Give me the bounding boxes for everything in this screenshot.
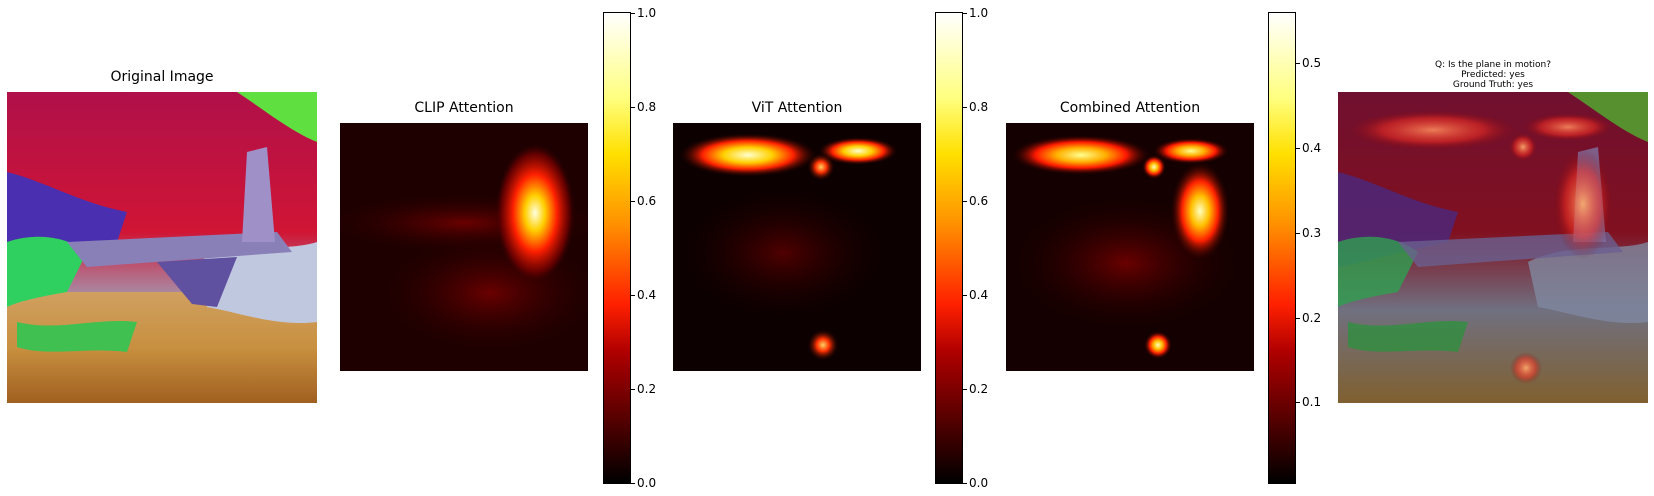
combined-attention-title: Combined Attention [1059, 100, 1201, 116]
clip-attention-title: CLIP Attention [414, 100, 514, 116]
original-image [7, 92, 317, 403]
combined-colorbar-tick-3: 0.4 [1302, 141, 1322, 155]
clip-colorbar-tick-1: 0.2 [637, 382, 657, 396]
overlay-predicted: Predicted: yes [1461, 70, 1525, 80]
clip-colorbar-tick-2: 0.4 [637, 288, 657, 302]
combined-colorbar-gradient [1268, 12, 1296, 484]
vit-colorbar-gradient [935, 12, 963, 484]
combined-attention-heatmap [1006, 123, 1254, 371]
clip-colorbar-gradient [603, 12, 631, 484]
vit-colorbar-tick-4: 0.8 [969, 100, 989, 114]
vit-attention-heatmap [673, 123, 921, 371]
vit-colorbar-tick-3: 0.6 [969, 194, 989, 208]
combined-colorbar-tick-2: 0.3 [1302, 226, 1322, 240]
overlay-ground-truth: Ground Truth: yes [1452, 80, 1534, 90]
clip-colorbar-tick-5: 1.0 [637, 6, 657, 20]
combined-colorbar-tick-4: 0.5 [1302, 56, 1322, 70]
clip-colorbar-tick-0: 0.0 [637, 476, 657, 490]
clip-colorbar-tick-3: 0.6 [637, 194, 657, 208]
combined-colorbar-tick-1: 0.2 [1302, 311, 1322, 325]
vit-colorbar-tick-2: 0.4 [969, 288, 989, 302]
vit-colorbar-tick-5: 1.0 [969, 6, 989, 20]
combined-colorbar-tick-0: 0.1 [1302, 395, 1322, 409]
overlay-image [1338, 92, 1648, 403]
vit-attention-title: ViT Attention [751, 100, 843, 116]
original-image-title: Original Image [110, 69, 214, 85]
clip-colorbar-tick-4: 0.8 [637, 100, 657, 114]
overlay-question: Q: Is the plane in motion? [1435, 60, 1551, 70]
vit-colorbar-tick-1: 0.2 [969, 382, 989, 396]
clip-attention-heatmap [340, 123, 588, 371]
vit-colorbar-tick-0: 0.0 [969, 476, 989, 490]
